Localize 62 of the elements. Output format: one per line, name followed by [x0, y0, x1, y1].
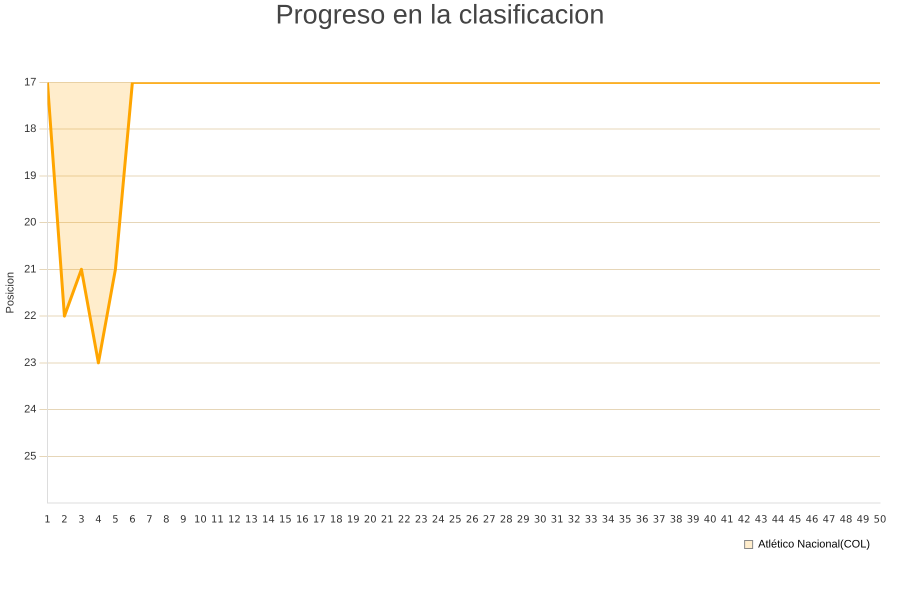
- x-tick-label: 4: [95, 514, 102, 526]
- y-tick-label: 24: [24, 404, 36, 416]
- x-tick-label: 3: [78, 514, 85, 526]
- y-axis-title: Posicion: [4, 272, 17, 314]
- x-tick-label: 50: [874, 514, 886, 526]
- y-tick-label: 23: [24, 356, 36, 369]
- x-tick-label: 43: [754, 514, 768, 526]
- x-tick-label: 49: [856, 514, 870, 526]
- x-tick-label: 20: [364, 514, 377, 526]
- x-tick-label: 14: [262, 514, 275, 526]
- x-tick-label: 36: [636, 514, 648, 526]
- x-tick-label: 7: [146, 514, 153, 526]
- x-tick-label: 16: [296, 514, 309, 526]
- x-tick-label: 29: [516, 514, 530, 526]
- x-tick-label: 41: [720, 514, 734, 526]
- x-tick-label: 17: [312, 514, 326, 526]
- x-tick-label: 25: [448, 514, 462, 526]
- x-tick-label: 30: [534, 514, 547, 526]
- x-tick-label: 11: [210, 514, 224, 526]
- x-tick-label: 10: [194, 514, 207, 526]
- x-tick-label: 39: [686, 514, 700, 526]
- y-tick-label: 18: [24, 123, 36, 136]
- x-tick-label: 48: [840, 514, 852, 526]
- x-tick-label: 19: [346, 514, 360, 526]
- y-tick-label: 25: [24, 450, 36, 462]
- x-tick-label: 23: [414, 514, 428, 526]
- x-tick-label: 27: [482, 514, 496, 526]
- x-tick-label: 18: [330, 514, 343, 526]
- y-tick-label: 21: [24, 263, 36, 276]
- chart-title: Progreso en la clasificacion: [276, 0, 604, 30]
- x-tick-label: 9: [180, 514, 187, 526]
- x-tick-label: 42: [738, 514, 750, 526]
- y-tick-label: 20: [24, 216, 36, 229]
- x-tick-label: 37: [652, 514, 666, 526]
- x-tick-label: 12: [228, 514, 241, 526]
- x-tick-label: 22: [398, 514, 411, 526]
- x-tick-label: 46: [806, 514, 818, 526]
- x-tick-label: 47: [822, 514, 836, 526]
- x-tick-label: 1: [44, 514, 51, 526]
- x-tick-label: 6: [129, 514, 136, 526]
- x-tick-label: 32: [568, 514, 581, 526]
- x-tick-label: 2: [61, 514, 68, 526]
- x-tick-label: 35: [618, 514, 632, 526]
- x-tick-label: 33: [584, 514, 598, 526]
- x-tick-label: 44: [772, 514, 784, 526]
- y-tick-label: 22: [24, 310, 36, 322]
- x-tick-label: 5: [112, 514, 119, 526]
- y-tick-label: 19: [24, 170, 36, 182]
- x-tick-label: 21: [380, 514, 394, 526]
- x-tick-label: 45: [788, 514, 802, 526]
- x-tick-label: 13: [244, 514, 258, 526]
- x-tick-label: 26: [466, 514, 479, 526]
- y-tick-label: 17: [24, 76, 36, 88]
- legend-label: Atlético Nacional(COL): [758, 538, 870, 551]
- x-tick-label: 15: [278, 514, 292, 526]
- x-tick-label: 31: [550, 514, 564, 526]
- x-tick-label: 40: [704, 514, 716, 526]
- x-tick-label: 38: [670, 514, 682, 526]
- x-tick-label: 24: [432, 514, 445, 526]
- x-tick-label: 28: [500, 514, 513, 526]
- x-tick-label: 34: [602, 514, 615, 526]
- x-tick-label: 8: [163, 514, 170, 526]
